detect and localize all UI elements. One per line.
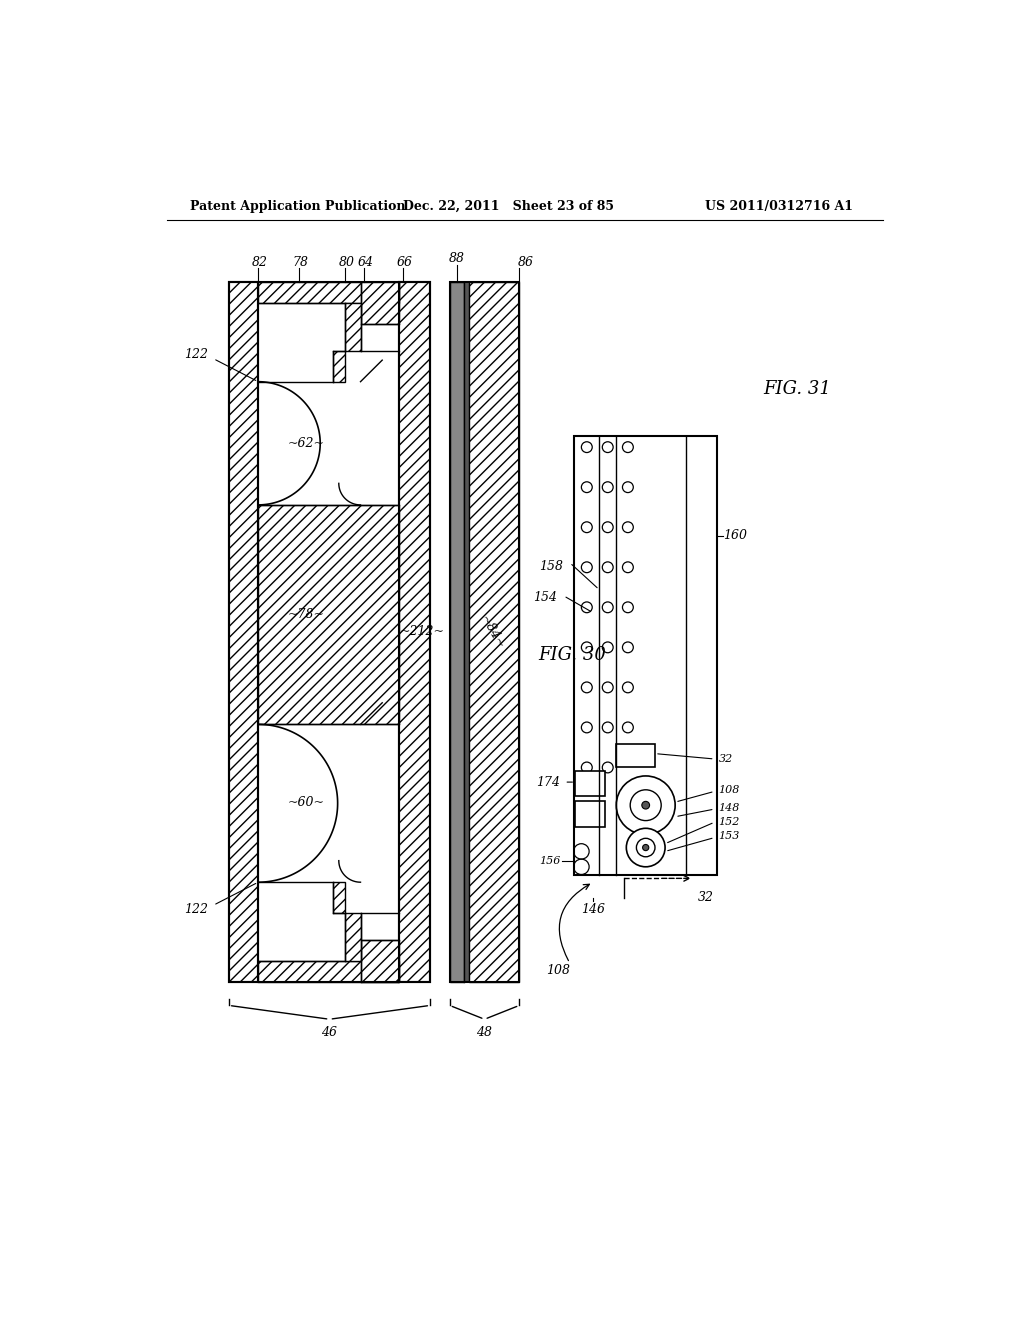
Text: 46: 46 bbox=[322, 1026, 338, 1039]
Polygon shape bbox=[399, 281, 430, 982]
Polygon shape bbox=[258, 961, 399, 982]
Text: ~212~: ~212~ bbox=[399, 626, 444, 639]
Text: Patent Application Publication: Patent Application Publication bbox=[190, 199, 406, 213]
Polygon shape bbox=[334, 351, 345, 381]
Circle shape bbox=[636, 838, 655, 857]
Text: ~84~: ~84~ bbox=[477, 612, 507, 651]
Text: 108: 108 bbox=[546, 964, 569, 977]
Polygon shape bbox=[464, 281, 469, 982]
Text: 66: 66 bbox=[396, 256, 413, 269]
Polygon shape bbox=[345, 913, 360, 961]
Circle shape bbox=[616, 776, 675, 834]
Text: 64: 64 bbox=[358, 256, 374, 269]
Polygon shape bbox=[469, 281, 519, 982]
Circle shape bbox=[642, 801, 649, 809]
Polygon shape bbox=[334, 882, 345, 913]
Text: 146: 146 bbox=[581, 903, 605, 916]
Circle shape bbox=[627, 829, 665, 867]
Text: FIG. 30: FIG. 30 bbox=[539, 645, 606, 664]
Text: 156: 156 bbox=[539, 855, 560, 866]
Text: 122: 122 bbox=[184, 903, 208, 916]
Text: ~78~: ~78~ bbox=[288, 607, 325, 620]
Text: ~62~: ~62~ bbox=[288, 437, 325, 450]
Text: 82: 82 bbox=[252, 256, 267, 269]
Text: FIG. 31: FIG. 31 bbox=[764, 380, 831, 399]
Polygon shape bbox=[575, 801, 604, 826]
Text: 122: 122 bbox=[184, 348, 208, 362]
Text: 88: 88 bbox=[449, 252, 465, 265]
Text: US 2011/0312716 A1: US 2011/0312716 A1 bbox=[706, 199, 853, 213]
Text: 174: 174 bbox=[537, 776, 560, 788]
Polygon shape bbox=[258, 281, 399, 304]
Text: 153: 153 bbox=[719, 832, 740, 841]
Text: 48: 48 bbox=[476, 1026, 493, 1039]
Text: 78: 78 bbox=[292, 256, 308, 269]
Text: ~60~: ~60~ bbox=[288, 796, 325, 809]
Polygon shape bbox=[616, 743, 655, 767]
Text: 158: 158 bbox=[540, 560, 563, 573]
Polygon shape bbox=[360, 940, 399, 982]
Text: 32: 32 bbox=[697, 891, 714, 904]
Text: 32: 32 bbox=[719, 754, 733, 764]
Circle shape bbox=[630, 789, 662, 821]
Polygon shape bbox=[258, 506, 399, 725]
Text: 80: 80 bbox=[339, 256, 354, 269]
Text: 154: 154 bbox=[534, 591, 557, 603]
Polygon shape bbox=[345, 304, 360, 351]
Polygon shape bbox=[450, 281, 464, 982]
Text: 160: 160 bbox=[723, 529, 748, 543]
Text: 148: 148 bbox=[719, 803, 740, 813]
Text: 86: 86 bbox=[517, 256, 534, 269]
Text: 152: 152 bbox=[719, 817, 740, 828]
Text: Dec. 22, 2011   Sheet 23 of 85: Dec. 22, 2011 Sheet 23 of 85 bbox=[403, 199, 614, 213]
Circle shape bbox=[643, 845, 649, 850]
Polygon shape bbox=[360, 281, 399, 323]
Text: 108: 108 bbox=[719, 785, 740, 795]
Polygon shape bbox=[575, 771, 604, 796]
Polygon shape bbox=[228, 281, 258, 982]
